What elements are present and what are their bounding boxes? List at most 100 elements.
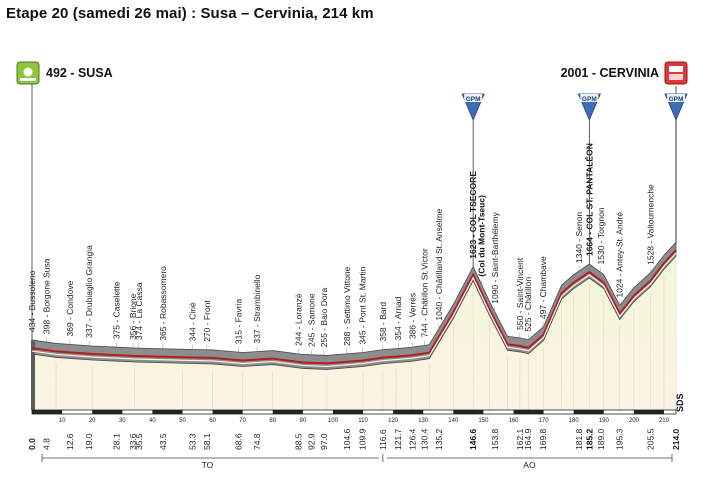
waypoint-km-label: 28.1 [112, 433, 122, 450]
waypoint-label: 315 - Favria [233, 299, 243, 345]
axis-segment [272, 410, 303, 414]
waypoint-label: 345 - Pont St. Martin [358, 266, 368, 344]
axis-tick-label: 190 [599, 418, 610, 424]
finish-flag-icon-banner [669, 74, 683, 80]
waypoint-km-label: 162.1 [515, 428, 525, 450]
profile-ridge [31, 241, 677, 370]
waypoint-km-label: 4.8 [41, 438, 51, 450]
waypoint-label: 525 - Châtillon [523, 277, 533, 332]
section-label-to: TO [202, 460, 214, 470]
axis-tick-label: 70 [239, 418, 246, 424]
axis-segment [573, 410, 604, 414]
waypoint-label: 270 - Front [202, 300, 212, 342]
waypoint-label: 1528 - Valtournenche [645, 184, 655, 265]
axis-tick-label: 110 [358, 418, 368, 424]
waypoint-label: 550 - Saint-Vincent [515, 257, 525, 330]
axis-tick-label: 80 [269, 418, 276, 424]
waypoint-km-label: 164.9 [523, 428, 533, 450]
waypoint-km-label: 189.0 [596, 428, 606, 450]
profile-line [31, 249, 677, 365]
waypoint-label: 354 - Arnad [393, 296, 403, 340]
waypoint-label: 744 - Châtillon St.Victor [419, 248, 429, 337]
waypoint-km-label: 130.4 [419, 428, 429, 450]
gpm-label-box [464, 94, 483, 102]
axis-tick-label: 130 [418, 418, 429, 424]
axis-tick-label: 160 [508, 418, 519, 424]
gpm-label: GPM [466, 96, 481, 103]
waypoint-label: 365 - Robassomero [158, 266, 168, 341]
axis-tick-label: 60 [209, 418, 216, 424]
waypoint-label: 1530 - Torgnon [596, 207, 606, 264]
axis-tick-label: 90 [299, 418, 306, 424]
waypoint-km-label: 205.5 [645, 428, 655, 450]
waypoint-km-label: 68.6 [233, 433, 243, 450]
axis-tick-label: 140 [448, 418, 459, 424]
start-flag-icon-bar [20, 78, 36, 81]
waypoint-km-label: 109.9 [358, 428, 368, 450]
finish-flag-icon [664, 61, 688, 85]
start-flag-icon-dot [23, 67, 33, 77]
waypoint-km-label: 195.3 [615, 428, 625, 450]
waypoint-label: 398 - Borgone Susa [41, 258, 51, 334]
waypoint-km-label: 121.7 [393, 428, 403, 450]
waypoint-label: 369 - Condove [65, 280, 75, 336]
axis-tick-label: 10 [59, 418, 66, 424]
axis-segment [453, 410, 484, 414]
finish-label: 2001 - CERVINIA [561, 66, 659, 80]
waypoint-label: 374 - La Cassa [134, 282, 144, 340]
waypoint-label: 337 - Strambinello [252, 274, 262, 343]
sds-logo: SDS [675, 393, 685, 412]
waypoint-label: 288 - Settimo Vittone [342, 266, 352, 345]
waypoint-km-label: 33.6 [128, 433, 138, 450]
waypoint-km-label: 19.0 [84, 433, 94, 450]
waypoint-label: 1090 - Saint-Barthélemy [490, 211, 500, 303]
waypoint-label: 337 - Drubiaglio Grangia [84, 245, 94, 338]
axis-tick-label: 50 [179, 418, 186, 424]
axis-tick-label: 180 [569, 418, 580, 424]
finish-flag-icon-banner [669, 66, 683, 72]
axis-tick-label: 30 [119, 418, 126, 424]
axis-tick-label: 120 [388, 418, 399, 424]
waypoint-km-label: 74.8 [252, 433, 262, 450]
waypoint-km-label: 88.5 [293, 433, 303, 450]
waypoint-label: 255 - Baio Dora [319, 288, 329, 348]
waypoint-km-label: 92.9 [307, 433, 317, 450]
waypoint-label: 386 - Verrès [407, 293, 417, 339]
axis-segment [633, 410, 664, 414]
waypoint-km-label: 43.5 [158, 433, 168, 450]
waypoint-label: 245 - Samone [307, 293, 317, 347]
axis-tick-label: 170 [539, 418, 550, 424]
start-label: 492 - SUSA [46, 66, 113, 80]
waypoint-km-label: 53.3 [187, 433, 197, 450]
waypoint-km-label: 35.5 [134, 433, 144, 450]
waypoint-km-label: 12.6 [65, 433, 75, 450]
waypoint-km-label: 116.6 [378, 429, 388, 450]
axis-segment [32, 410, 63, 414]
waypoint-label: 375 - Caselette [112, 281, 122, 339]
waypoint-label: 1024 - Antey-St. André [615, 212, 625, 298]
waypoint-label: 244 - Loranzè [293, 293, 303, 346]
waypoint-km-label: 126.4 [407, 428, 417, 450]
profile-area [32, 248, 676, 410]
gpm-label-box [667, 94, 685, 102]
waypoint-label: 344 - Ciriè [187, 302, 197, 341]
axis-tick-label: 200 [629, 418, 640, 424]
waypoint-km-label: 0.0 [27, 438, 37, 450]
waypoint-label: (Col du Mont-Tseuc) [477, 195, 487, 277]
profile-line-highlight [31, 252, 677, 368]
profile-start-edge [31, 340, 35, 410]
waypoint-km-label: 104.6 [342, 428, 352, 450]
waypoint-label: 358 - Bard [378, 302, 388, 342]
axis-tick-label: 150 [478, 418, 489, 424]
axis-segment [393, 410, 424, 414]
waypoint-km-label: 135.2 [434, 428, 444, 450]
waypoint-km-label: 58.1 [202, 433, 212, 450]
axis-segment [92, 410, 123, 414]
waypoint-km-label: 97.0 [319, 433, 329, 450]
waypoint-km-label: 169.8 [538, 428, 548, 450]
axis-segment [332, 410, 364, 414]
axis-tick-label: 100 [328, 418, 339, 424]
waypoint-label: 1040 - Châtilland St. Anselme [434, 208, 444, 320]
gpm-label-box [580, 94, 599, 102]
